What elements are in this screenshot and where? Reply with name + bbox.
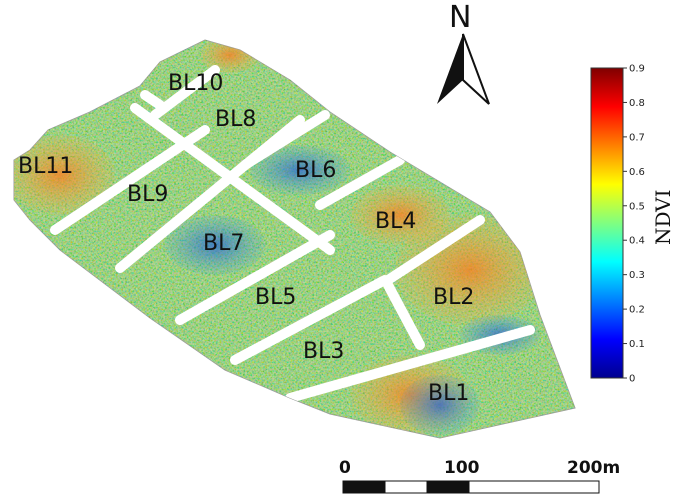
field-area (13, 39, 576, 439)
road-gaps (50, 65, 535, 403)
scale-segment-1 (342, 480, 386, 494)
colorbar-tick-label: 0.8 (629, 98, 645, 109)
block-label-bl1: BL1 (428, 381, 469, 406)
block-label-bl8: BL8 (215, 107, 256, 132)
colorbar-tick-label: 0.9 (629, 64, 645, 75)
colorbar: 0 0.1 0.2 0.3 0.4 0.5 0.6 0.7 0.8 0.9 NDVI (590, 64, 675, 385)
colorbar-gradient (590, 67, 624, 379)
scale-label-100: 100 (444, 458, 480, 478)
colorbar-tick-label: 0.5 (629, 201, 645, 212)
colorbar-ticks: 0 0.1 0.2 0.3 0.4 0.5 0.6 0.7 0.8 0.9 (623, 64, 645, 385)
block-label-bl11: BL11 (18, 154, 73, 179)
colorbar-tick-label: 0.2 (629, 305, 645, 316)
colorbar-tick-label: 0.3 (629, 270, 645, 281)
block-label-bl3: BL3 (303, 339, 344, 364)
colorbar-tick-label: 0.1 (629, 339, 645, 350)
scale-segment-3 (426, 480, 470, 494)
block-label-bl7: BL7 (203, 231, 244, 256)
scale-label-200m: 200m (567, 458, 620, 478)
block-label-bl2: BL2 (433, 285, 474, 310)
north-arrow-right-half (462, 33, 490, 105)
colorbar-tick-label: 0.6 (629, 167, 645, 178)
block-label-bl4: BL4 (375, 209, 416, 234)
block-label-bl9: BL9 (127, 182, 168, 207)
colorbar-tick-label: 0.7 (629, 132, 645, 143)
scale-bar: 0 100 200m (339, 458, 620, 494)
north-arrow-label: N (449, 0, 471, 35)
colorbar-tick-label: 0 (629, 374, 635, 385)
block-label-bl6: BL6 (295, 158, 336, 183)
block-label-bl10: BL10 (168, 71, 223, 96)
colorbar-tick-label: 0.4 (629, 236, 645, 247)
block-label-bl5: BL5 (255, 285, 296, 310)
scale-label-0: 0 (339, 458, 351, 478)
colorbar-title: NDVI (651, 189, 675, 245)
block-labels: BL10 BL8 BL11 BL6 BL9 BL4 BL7 BL5 BL2 BL… (18, 71, 474, 406)
north-arrow-left-half (437, 34, 463, 104)
scale-segment-4 (468, 480, 600, 494)
scale-segment-2 (384, 480, 428, 494)
ndvi-texture (14, 40, 575, 438)
north-arrow: N (437, 0, 490, 105)
